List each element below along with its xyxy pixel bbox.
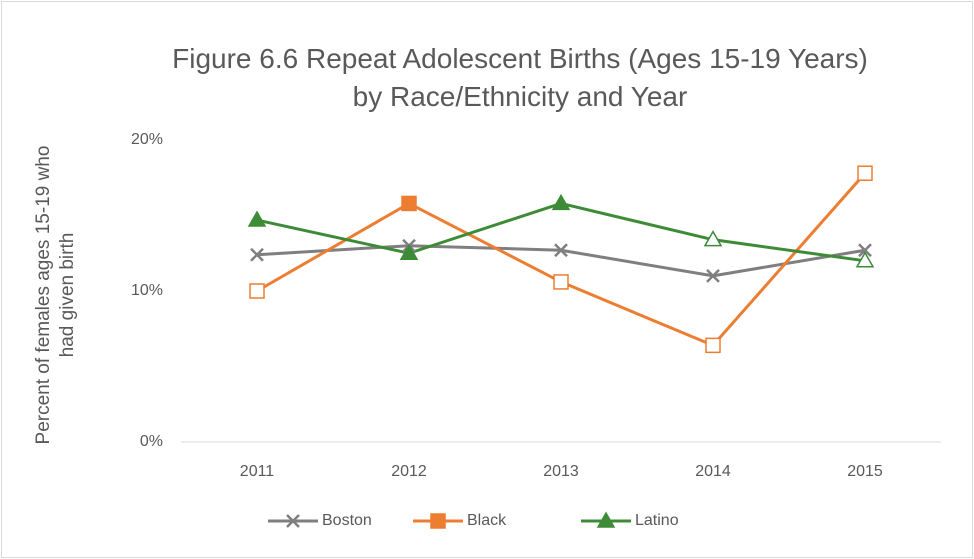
y-tick-label: 0% [140, 433, 163, 450]
x-tick-label: 2014 [695, 463, 731, 480]
legend-label: Latino [635, 512, 679, 529]
x-tick-label: 2011 [240, 463, 275, 480]
marker [706, 269, 720, 283]
marker [857, 165, 873, 181]
marker [401, 195, 417, 212]
marker [430, 513, 446, 529]
y-axis-label: Percent of females ages 15-19 who had gi… [33, 145, 78, 445]
marker [551, 193, 571, 211]
marker [703, 230, 723, 247]
y-tick-label: 10% [131, 282, 163, 299]
marker [705, 337, 721, 354]
chart-title: Figure 6.6 Repeat Adolescent Births (Age… [172, 43, 868, 112]
legend-label: Boston [322, 512, 372, 529]
marker [286, 514, 300, 528]
legend-label: Black [467, 512, 507, 529]
marker [858, 243, 872, 258]
marker [554, 243, 568, 258]
marker [250, 247, 264, 262]
marker [553, 274, 569, 290]
y-tick-label: 20% [131, 131, 163, 148]
marker [247, 210, 267, 227]
marker [596, 511, 616, 528]
marker [399, 243, 419, 260]
x-tick-label: 2012 [391, 463, 427, 480]
marker [249, 283, 265, 299]
x-tick-label: 2013 [543, 463, 579, 480]
marker [855, 251, 875, 268]
x-tick-label: 2015 [847, 463, 883, 480]
